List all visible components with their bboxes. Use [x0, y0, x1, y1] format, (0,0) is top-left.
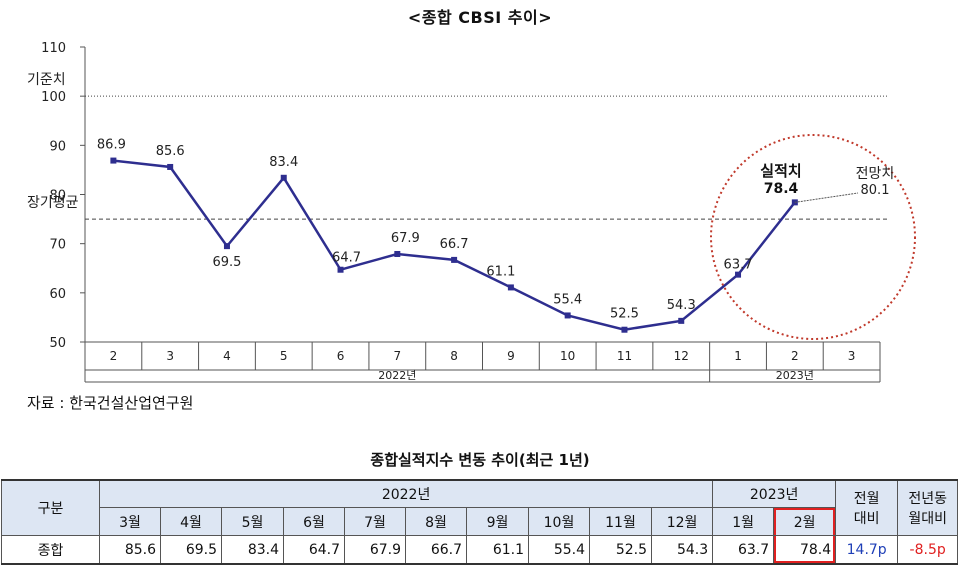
month-header: 2월 [773, 507, 837, 536]
data-point [735, 271, 742, 278]
data-label: 63.7 [724, 258, 753, 273]
y-tick-label: 80 [49, 189, 66, 204]
mom-value: 14.7p [835, 535, 899, 565]
forecast-leader-line [794, 192, 859, 203]
data-label: 64.7 [332, 251, 361, 266]
table-value: 64.7 [283, 535, 345, 565]
data-point [167, 163, 174, 170]
x-tick-label: 8 [450, 349, 458, 363]
x-tick-label: 5 [280, 349, 288, 363]
actual-label: 실적치 [760, 162, 801, 180]
year-label: 2022년 [378, 369, 416, 382]
data-point [564, 312, 571, 319]
table-value: 83.4 [221, 535, 284, 565]
actual-value: 78.4 [764, 181, 799, 197]
table-value: 78.4 [773, 535, 837, 565]
x-tick-label: 11 [617, 349, 632, 363]
table-corner-header: 구분 [1, 479, 100, 536]
x-tick-label: 7 [394, 349, 402, 363]
x-tick-label: 10 [560, 349, 575, 363]
data-point [507, 284, 514, 291]
month-header: 10월 [528, 507, 590, 536]
data-label: 66.7 [440, 237, 469, 252]
y-tick-label: 60 [49, 287, 66, 302]
data-label: 85.6 [156, 144, 185, 159]
table-value: 52.5 [589, 535, 652, 565]
table-value: 55.4 [528, 535, 590, 565]
table-value: 67.9 [344, 535, 406, 565]
month-header: 11월 [589, 507, 652, 536]
month-header: 12월 [650, 507, 714, 536]
month-header: 6월 [283, 507, 345, 536]
month-header: 5월 [221, 507, 284, 536]
month-header: 9월 [466, 507, 529, 536]
month-header: 7월 [344, 507, 406, 536]
table-value: 85.6 [99, 535, 161, 565]
month-header: 1월 [712, 507, 775, 536]
year-2022-header: 2022년 [98, 479, 714, 508]
data-label: 86.9 [97, 138, 126, 153]
reference-line-label: 장기평균 [27, 195, 79, 211]
x-tick-label: 12 [674, 349, 689, 363]
data-label: 83.4 [269, 155, 298, 170]
data-label: 55.4 [553, 292, 582, 307]
y-tick-label: 100 [41, 90, 66, 105]
mom-header-line2: 대비 [853, 511, 880, 527]
month-header: 4월 [160, 507, 222, 536]
data-point [337, 266, 344, 273]
y-tick-label: 50 [49, 336, 66, 351]
x-tick-label: 1 [734, 349, 742, 363]
data-label: 61.1 [486, 264, 515, 279]
data-point [394, 250, 401, 257]
year-2023-header: 2023년 [712, 479, 837, 508]
yoy-header-line1: 전년동 [908, 491, 947, 507]
data-point [451, 256, 458, 263]
source-note: 자료 : 한국건설산업연구원 [27, 394, 194, 412]
y-tick-label: 70 [49, 238, 66, 253]
forecast-label: 전망치 [856, 166, 895, 182]
mom-header-line1: 전월 [853, 491, 880, 507]
data-label: 54.3 [667, 298, 696, 313]
y-tick-label: 110 [41, 41, 66, 56]
x-tick-label: 2 [791, 349, 799, 363]
table-value: 54.3 [650, 535, 714, 565]
data-label: 69.5 [212, 255, 241, 270]
data-label: 67.9 [391, 231, 420, 246]
row-label: 종합 [1, 535, 100, 565]
x-tick-label: 3 [848, 349, 856, 363]
data-point [678, 317, 685, 324]
x-tick-label: 6 [337, 349, 345, 363]
data-point [110, 157, 117, 164]
x-tick-label: 9 [507, 349, 515, 363]
data-point [280, 174, 287, 181]
mom-header: 전월 대비 [835, 479, 899, 536]
x-tick-label: 3 [166, 349, 174, 363]
month-header: 3월 [99, 507, 161, 536]
yoy-value: -8.5p [897, 535, 959, 565]
month-header: 8월 [405, 507, 467, 536]
year-label: 2023년 [776, 369, 814, 382]
forecast-value: 80.1 [861, 183, 890, 198]
yoy-header: 전년동 월대비 [897, 479, 959, 536]
table-value: 61.1 [466, 535, 529, 565]
data-label: 52.5 [610, 307, 639, 322]
x-tick-label: 4 [223, 349, 231, 363]
highlight-circle [710, 134, 916, 340]
y-tick-label: 90 [49, 139, 66, 154]
table-value: 69.5 [160, 535, 222, 565]
chart-title: <종합 CBSI 추이> [407, 8, 553, 27]
summary-table: 구분 2022년 2023년 전월 대비 전년동 월대비 3월 4월 5월 6월 7월 8… [1, 479, 959, 565]
x-tick-label: 2 [110, 349, 118, 363]
yoy-header-line2: 월대비 [908, 511, 947, 527]
table-value: 66.7 [405, 535, 467, 565]
reference-line-label: 기준치 [27, 72, 66, 88]
table-value: 63.7 [712, 535, 775, 565]
table-title: 종합실적지수 변동 추이(최근 1년) [370, 451, 590, 469]
data-point [621, 326, 628, 333]
data-point [223, 243, 230, 250]
